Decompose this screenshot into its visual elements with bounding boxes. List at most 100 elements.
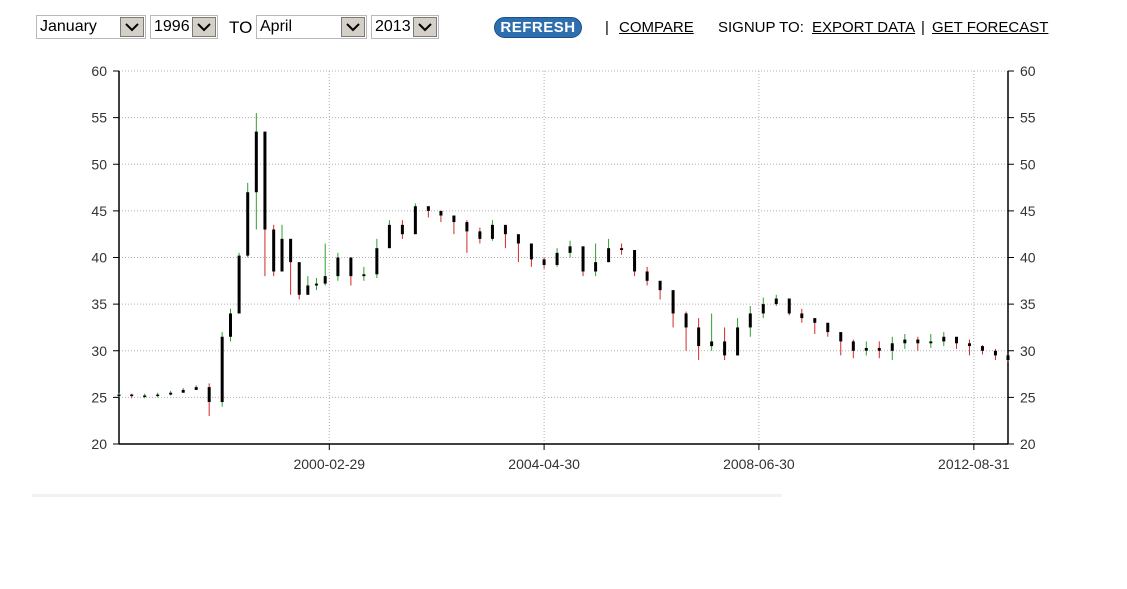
y-tick-label: 60 [91, 63, 107, 79]
candle-body [156, 394, 160, 397]
candle-body [490, 224, 494, 239]
chevron-down-icon[interactable] [192, 17, 216, 37]
candle-body [568, 246, 572, 253]
candle-body [349, 257, 353, 277]
divider [32, 494, 782, 497]
candle-body [143, 395, 147, 398]
candle-body [169, 392, 173, 395]
x-tick-label: 2004-04-30 [508, 456, 580, 472]
candle-body [723, 341, 727, 356]
from-year-value: 1996 [154, 18, 190, 35]
candle-body [323, 276, 327, 284]
candle-body [761, 304, 765, 314]
y-tick-label: 50 [91, 156, 107, 172]
candle-body [413, 206, 417, 235]
signup-label: SIGNUP TO: [718, 19, 804, 36]
candle-body [289, 238, 293, 263]
candle-body [194, 387, 198, 390]
to-month-select[interactable]: April [256, 15, 367, 39]
candle-body [426, 206, 430, 211]
candle-body [181, 389, 185, 393]
candle-body [400, 224, 404, 235]
y-tick-label: 25 [91, 389, 107, 405]
to-month-value: April [260, 18, 293, 35]
x-tick-label: 2012-08-31 [938, 456, 1010, 472]
candle-body [980, 346, 984, 351]
y-tick-label: 40 [91, 250, 107, 266]
to-year-select[interactable]: 2013 [371, 15, 439, 39]
candle-body [903, 339, 907, 344]
candle-body [529, 243, 533, 260]
from-year-select[interactable]: 1996 [150, 15, 218, 39]
y-tick-label: 35 [91, 296, 107, 312]
candle-body [607, 248, 611, 263]
candle-body [220, 336, 224, 403]
candle-body [710, 341, 714, 347]
candle-body [254, 131, 258, 193]
x-tick-label: 2008-06-30 [723, 456, 795, 472]
candle-body [697, 327, 701, 347]
export-data-link[interactable]: EXPORT DATA [812, 19, 916, 36]
get-forecast-link[interactable]: GET FORECAST [932, 19, 1049, 36]
y-tick-label: 45 [91, 203, 107, 219]
chevron-down-icon[interactable] [413, 17, 437, 37]
candle-body [736, 327, 740, 356]
separator: | [921, 19, 925, 36]
to-year-value: 2013 [375, 18, 411, 35]
candle-body [993, 350, 997, 356]
candle-body [478, 231, 482, 239]
y-tick-label: 20 [91, 436, 107, 452]
y-tick-label-right: 35 [1020, 296, 1036, 312]
candle-body [851, 341, 855, 351]
candle-body [237, 255, 241, 314]
y-tick-label: 55 [91, 110, 107, 126]
compare-link[interactable]: COMPARE [619, 19, 694, 36]
candle-body [555, 252, 559, 265]
x-tick-label: 2000-02-29 [293, 456, 365, 472]
candle-body [620, 248, 624, 251]
candle-body [774, 298, 778, 305]
candle-body [929, 341, 933, 344]
price-chart: 20 20 25 25 30 30 35 35 40 40 45 45 50 50 55 55 60 60 2000… [91, 63, 1036, 472]
candle-body [671, 290, 675, 314]
candle-body [306, 285, 310, 295]
candle-body [633, 250, 637, 272]
refresh-button[interactable]: REFRESH [494, 17, 582, 38]
candle-body [375, 248, 379, 275]
candle-body [280, 238, 284, 272]
candle-body [516, 234, 520, 244]
candle-body [336, 257, 340, 277]
candle-body [1006, 355, 1010, 361]
candle-body [387, 224, 391, 249]
candle-body [839, 332, 843, 342]
y-tick-label-right: 50 [1020, 156, 1036, 172]
y-tick-label-right: 40 [1020, 250, 1036, 266]
separator: | [605, 19, 609, 36]
candle-body [594, 262, 598, 272]
chevron-down-icon[interactable] [341, 17, 365, 37]
y-tick-label-right: 55 [1020, 110, 1036, 126]
y-tick-label-right: 60 [1020, 63, 1036, 79]
chevron-down-icon[interactable] [120, 17, 144, 37]
candle-body [272, 229, 276, 272]
candle-body [645, 271, 649, 281]
candle-body [877, 347, 881, 351]
candle-body [314, 283, 318, 286]
candle-body [916, 339, 920, 344]
candle-body [967, 343, 971, 347]
candle-body [542, 259, 546, 265]
candle-body [246, 192, 250, 256]
y-tick-label-right: 20 [1020, 436, 1036, 452]
candle-body [658, 280, 662, 291]
candle-body [263, 131, 267, 230]
candle-body [228, 313, 232, 337]
candle-body [864, 347, 868, 351]
y-tick-label-right: 45 [1020, 203, 1036, 219]
candle-body [684, 313, 688, 328]
from-month-value: January [40, 18, 97, 35]
toolbar: January 1996 TO April 2013 REFRESH | COM… [0, 0, 1127, 50]
candle-body [439, 210, 443, 216]
candle-body [130, 394, 134, 397]
from-month-select[interactable]: January [36, 15, 146, 39]
candle-body [748, 313, 752, 328]
